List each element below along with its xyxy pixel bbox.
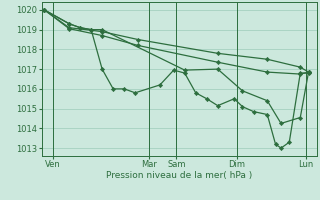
X-axis label: Pression niveau de la mer( hPa ): Pression niveau de la mer( hPa ) bbox=[106, 171, 252, 180]
